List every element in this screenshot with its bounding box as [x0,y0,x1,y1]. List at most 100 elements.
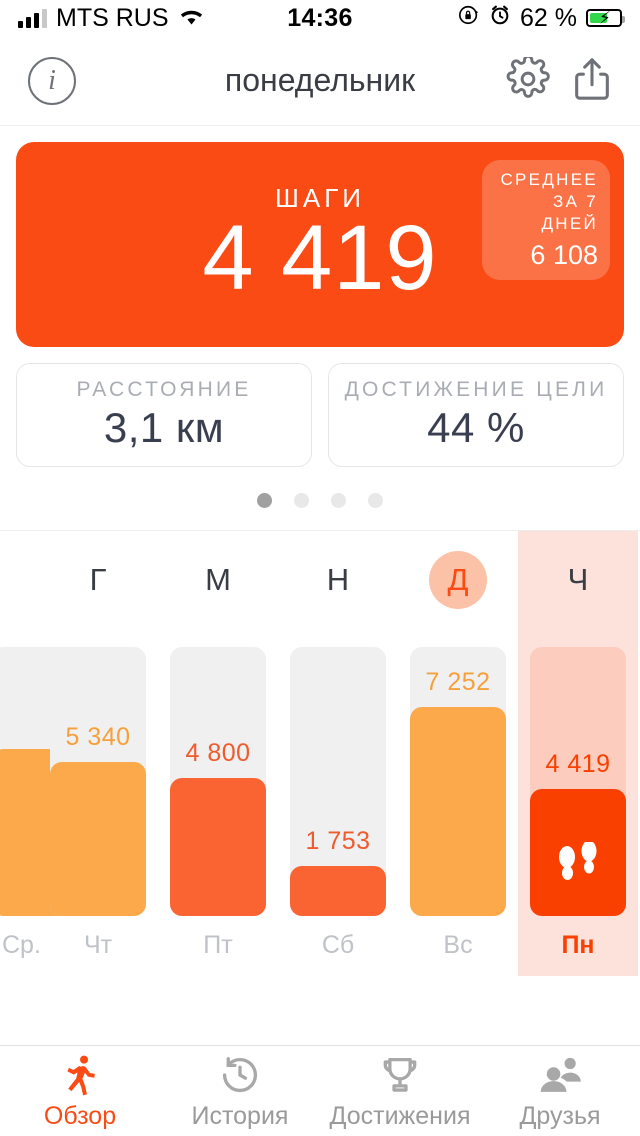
cellular-signal-icon [18,8,47,28]
chart-column[interactable]: Ср. [0,531,88,976]
page-dot[interactable] [257,493,272,508]
chart-column[interactable]: Д 7 252 Вс [398,531,518,976]
chart-letter-selected[interactable]: Д [429,551,487,609]
chart-day-label: Ср. [2,931,41,959]
chart-bar[interactable] [290,866,386,916]
tab-label: История [191,1101,289,1130]
average-label-line-2: ЗА 7 [553,192,598,212]
chart-column[interactable]: Н 1 753 Сб [278,531,398,976]
rotation-lock-icon [458,4,480,33]
steps-value: 4 419 [202,206,438,309]
chart-column[interactable]: Г 5 340 Чт [38,531,158,976]
chart-column-today[interactable]: Ч 4 419 Пн [518,531,638,976]
battery-percent-label: 62 % [520,3,577,32]
chart-bar-value-label: 1 753 [305,827,371,855]
chart-bar[interactable] [410,707,506,916]
average-label-line-1: СРЕДНЕЕ [500,170,598,190]
chart-bar-value-label: 7 252 [425,668,491,696]
tab-friends[interactable]: Друзья [480,1046,640,1136]
page-dot[interactable] [368,493,383,508]
friends-icon [538,1052,582,1098]
chart-letter-slot [0,531,38,629]
chart-bar-value-label: 5 340 [65,723,131,751]
tab-label: Достижения [329,1101,471,1130]
status-bar: MTS RUS 14:36 62 % ⚡ [0,0,640,36]
chart-letter-slot: Н [278,531,398,629]
goal-label: ДОСТИЖЕНИЕ ЦЕЛИ [344,378,608,401]
tab-history[interactable]: История [160,1046,320,1136]
page-dot[interactable] [331,493,346,508]
goal-value: 44 % [427,404,525,451]
chart-day-label: Пт [203,931,233,959]
chart-bar[interactable] [50,762,146,916]
steps-card[interactable]: ШАГИ 4 419 СРЕДНЕЕ ЗА 7 ДНЕЙ 6 108 [16,142,624,347]
chart-bar-track: 7 252 [410,647,506,916]
carrier-label: MTS RUS [56,3,169,32]
chart-bar[interactable] [530,789,626,916]
info-icon: i [28,56,76,105]
stat-row: РАССТОЯНИЕ 3,1 км ДОСТИЖЕНИЕ ЦЕЛИ 44 % [16,363,624,467]
chart-track-area: 4 800 Пт [158,629,278,976]
battery-charging-icon: ⚡ [586,9,625,27]
page-dot[interactable] [294,493,309,508]
tab-achievements[interactable]: Достижения [320,1046,480,1136]
chart-letter-slot: Д [398,531,518,629]
chart-bar-track: 4 800 [170,647,266,916]
wifi-icon [178,4,205,33]
chart-letter-slot: Ч [518,531,638,629]
chart-track-area: Ср. [0,629,88,976]
chart-track-area: 4 419 Пн [518,629,638,976]
average-badge: СРЕДНЕЕ ЗА 7 ДНЕЙ 6 108 [482,160,610,280]
share-button[interactable] [572,56,612,105]
bottom-tab-bar[interactable]: Обзор История Достижения Друзья [0,1045,640,1136]
goal-card[interactable]: ДОСТИЖЕНИЕ ЦЕЛИ 44 % [328,363,624,467]
alarm-clock-icon [489,4,511,33]
chart-bar-track: 1 753 [290,647,386,916]
tab-label: Друзья [519,1101,601,1130]
chart-bar-value-label: 4 800 [185,739,251,767]
chart-day-label: Вс [443,931,473,959]
distance-card[interactable]: РАССТОЯНИЕ 3,1 км [16,363,312,467]
chart-letter[interactable]: Г [89,562,107,597]
history-clock-icon [219,1052,261,1098]
app-header: i понедельник [0,36,640,126]
distance-value: 3,1 км [103,404,225,451]
chart-bar[interactable] [170,778,266,916]
steps-label: ШАГИ [275,182,365,213]
chart-letter[interactable]: Н [326,562,350,597]
average-label: СРЕДНЕЕ ЗА 7 ДНЕЙ [500,169,598,234]
chart-day-label: Чт [83,931,113,959]
info-button[interactable]: i [28,56,76,105]
chart-track-area: 5 340 Чт [38,629,158,976]
chart-bar-value-label: 4 419 [545,750,611,778]
distance-label: РАССТОЯНИЕ [76,378,252,401]
average-label-line-3: ДНЕЙ [541,213,598,233]
tab-label: Обзор [43,1101,117,1130]
status-bar-right: 62 % ⚡ [458,3,625,33]
share-icon [572,56,612,105]
chart-bar-track: 4 419 [530,647,626,916]
footprints-icon [552,840,604,888]
chart-track-area: 1 753 Сб [278,629,398,976]
chart-track-area: 7 252 Вс [398,629,518,976]
gear-icon [506,54,550,104]
status-bar-left: MTS RUS [18,4,205,33]
settings-button[interactable] [506,54,550,104]
trophy-icon [379,1052,421,1098]
chart-letter-slot: Г [38,531,158,629]
status-bar-clock: 14:36 [287,3,353,32]
chart-letter[interactable]: Ч [567,562,589,597]
chart-column[interactable]: М 4 800 Пт [158,531,278,976]
chart-letter-slot: М [158,531,278,629]
header-actions [506,54,612,105]
tab-overview[interactable]: Обзор [0,1046,160,1136]
chart-bar-track: 5 340 [50,647,146,916]
summary-cards: ШАГИ 4 419 СРЕДНЕЕ ЗА 7 ДНЕЙ 6 108 РАССТ… [0,126,640,467]
page-indicator[interactable] [0,467,640,530]
chart-letter[interactable]: М [205,562,231,597]
chart-day-label: Пн [561,931,595,959]
steps-bar-chart[interactable]: Ср. Г 5 340 Чт М 4 800 Пт Н 1 753 Сб Д 7 252 Вс Ч 4 41… [0,530,640,976]
average-value: 6 108 [530,239,598,270]
running-person-icon [58,1052,102,1098]
chart-day-label: Сб [321,931,355,959]
